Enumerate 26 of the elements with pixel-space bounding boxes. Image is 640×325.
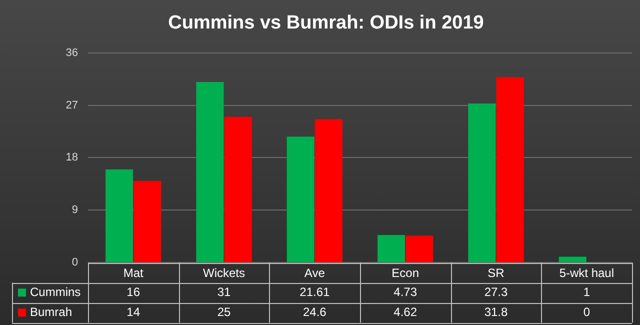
chart-title: Cummins vs Bumrah: ODIs in 2019 xyxy=(168,12,484,34)
y-tick-label: 27 xyxy=(66,99,78,112)
data-label: 4.73 xyxy=(394,284,418,299)
y-tick-label: 0 xyxy=(72,256,78,269)
legend-label: Bumrah xyxy=(30,304,72,319)
data-label: 4.62 xyxy=(394,304,418,319)
legend-label: Cummins xyxy=(30,284,81,299)
y-tick-label: 18 xyxy=(66,152,78,164)
data-label: 0 xyxy=(583,304,590,319)
x-tick-label: Econ xyxy=(392,266,420,280)
x-tick-label: 5-wkt haul xyxy=(559,266,614,280)
data-label: 21.61 xyxy=(300,284,330,299)
y-tick-label: 36 xyxy=(66,46,78,59)
data-label: 24.6 xyxy=(302,304,327,319)
y-tick-label: 9 xyxy=(72,204,78,216)
data-label: 16 xyxy=(126,284,140,299)
x-tick-label: SR xyxy=(488,266,505,280)
data-label: 31.8 xyxy=(484,304,508,319)
data-label: 25 xyxy=(217,304,231,319)
x-tick-label: Wickets xyxy=(203,266,245,280)
x-tick-label: Ave xyxy=(304,266,326,280)
data-label: 1 xyxy=(583,284,590,299)
data-label: 27.3 xyxy=(484,284,508,299)
x-tick-label: Mat xyxy=(123,266,144,280)
data-label: 14 xyxy=(126,304,140,319)
data-label: 31 xyxy=(217,284,231,299)
